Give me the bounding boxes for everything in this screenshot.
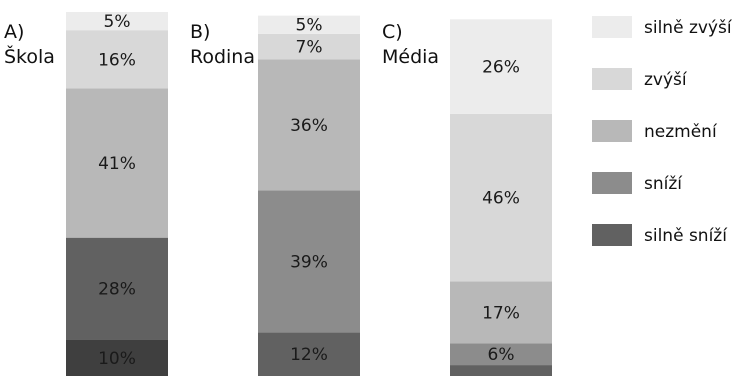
bar-segment-rodina-2 [258, 59, 360, 191]
bar-segment-rodina-0 [258, 332, 360, 376]
legend-swatch-3 [592, 172, 632, 194]
bar-segment-škola-4 [66, 12, 168, 31]
bar-segment-škola-1 [66, 237, 168, 340]
legend-label-1: zvýší [644, 70, 688, 90]
data-label-rodina-4: 5% [296, 16, 323, 36]
panel-letter-rodina: B) [190, 21, 210, 43]
bar-segment-škola-0 [66, 339, 168, 376]
panel-name-média: Média [382, 46, 439, 68]
legend-label-3: sníží [644, 174, 683, 194]
bar-segment-škola-2 [66, 88, 168, 238]
data-label-média-1: 6% [488, 345, 515, 365]
data-label-rodina-2: 36% [290, 116, 328, 136]
legend-label-0: silně zvýší [644, 18, 733, 38]
bar-segment-média-3 [450, 113, 552, 282]
bar-segment-média-1 [450, 343, 552, 366]
panel-name-rodina: Rodina [190, 46, 255, 68]
data-label-škola-2: 41% [98, 154, 136, 174]
data-label-rodina-3: 7% [296, 38, 323, 58]
bar-segment-média-2 [450, 281, 552, 344]
legend-swatch-4 [592, 224, 632, 246]
legend-label-2: nezmění [644, 122, 718, 142]
bar-segment-média-0 [450, 365, 552, 376]
legend-swatch-2 [592, 120, 632, 142]
legend-label-4: silně sníží [644, 226, 728, 246]
data-label-média-3: 46% [482, 189, 520, 209]
legend-swatch-1 [592, 68, 632, 90]
bar-segment-rodina-4 [258, 15, 360, 34]
data-label-rodina-1: 39% [290, 252, 328, 272]
bar-segment-média-4 [450, 19, 552, 114]
data-label-škola-4: 5% [104, 12, 131, 32]
panel-name-škola: Škola [4, 44, 55, 68]
data-label-média-4: 26% [482, 58, 520, 78]
bar-segment-rodina-3 [258, 33, 360, 60]
data-label-média-2: 17% [482, 303, 520, 323]
bar-segment-rodina-1 [258, 190, 360, 333]
data-label-škola-3: 16% [98, 50, 136, 70]
bar-segment-škola-3 [66, 30, 168, 89]
data-label-škola-0: 10% [98, 349, 136, 369]
data-label-rodina-0: 12% [290, 345, 328, 365]
panel-letter-média: C) [382, 21, 403, 43]
panel-letter-škola: A) [4, 21, 24, 43]
legend-swatch-0 [592, 16, 632, 38]
data-label-škola-1: 28% [98, 280, 136, 300]
